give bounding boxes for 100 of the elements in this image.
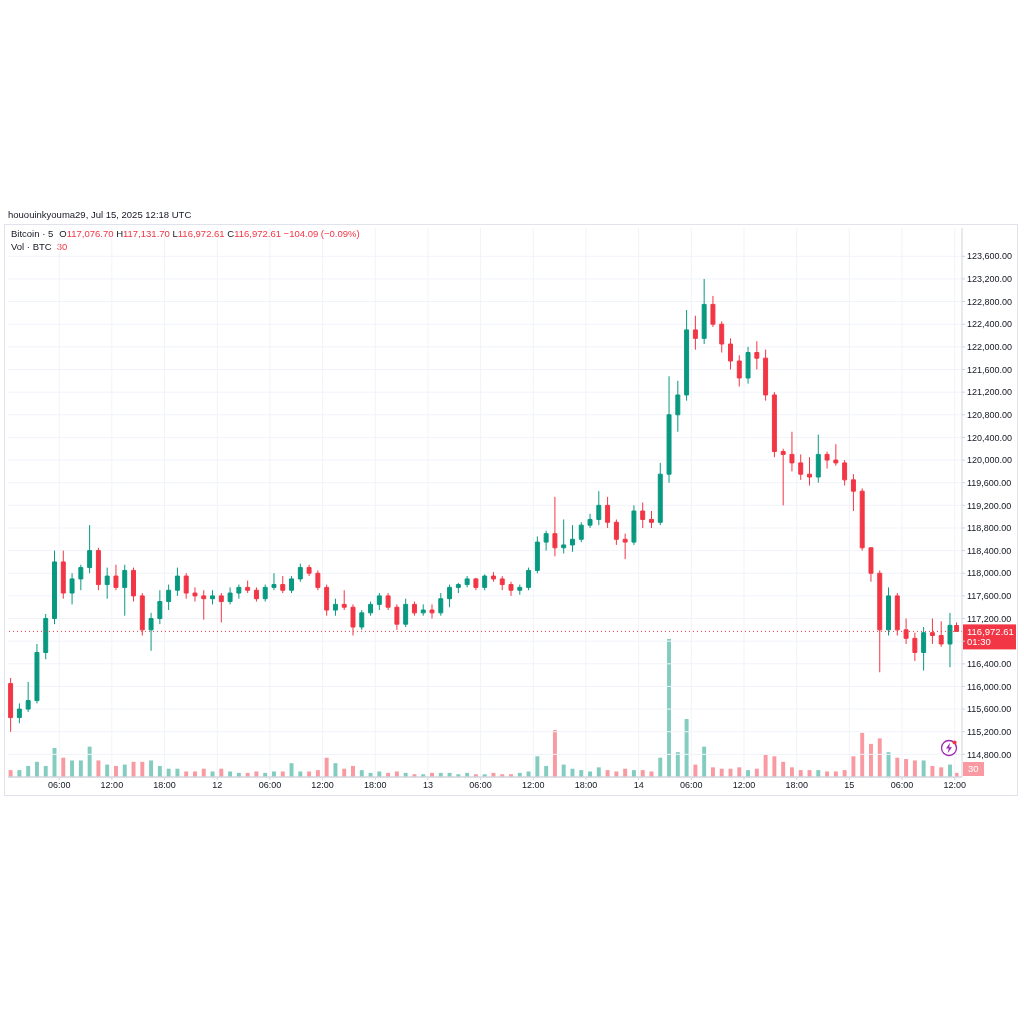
x-tick-label: 15 — [844, 780, 855, 791]
bar — [825, 771, 830, 777]
bar — [904, 759, 909, 777]
candlestick — [289, 575, 295, 594]
candlestick — [157, 589, 163, 625]
y-tick-label: 115,200.00 — [967, 726, 1012, 737]
y-tick-label: 121,200.00 — [967, 387, 1013, 398]
text: hououinkyouma29, Jul 15, 2025 12:18 UTC — [8, 209, 192, 220]
bar — [939, 767, 944, 777]
y-tick-label: 122,800.00 — [967, 296, 1013, 307]
candlestick — [868, 547, 874, 583]
candlestick — [473, 577, 479, 591]
bar — [772, 756, 777, 777]
x-tick-label: 18:00 — [364, 780, 387, 791]
y-tick-label: 122,400.00 — [967, 319, 1013, 330]
candlestick — [113, 564, 119, 591]
candlestick — [798, 453, 804, 481]
candlestick — [218, 592, 224, 623]
candlestick — [526, 567, 532, 591]
bar — [912, 760, 917, 777]
candlestick — [613, 518, 619, 546]
candlestick — [859, 487, 865, 552]
bar — [737, 767, 742, 777]
candlestick — [947, 612, 953, 668]
bar — [394, 771, 399, 777]
candlestick — [587, 513, 593, 529]
candlestick — [280, 575, 286, 594]
chart-title: Bitcoin · 5 — [11, 228, 54, 239]
bar — [193, 771, 197, 777]
bar — [34, 761, 39, 777]
ref-line-label: 116,972.61 — [967, 625, 1014, 637]
candlestick — [25, 681, 31, 713]
bar — [307, 771, 312, 777]
bar — [781, 761, 786, 777]
candlestick — [306, 564, 312, 577]
bar — [26, 765, 31, 777]
bar — [684, 719, 689, 777]
bar — [877, 738, 882, 777]
bar — [70, 760, 75, 777]
candlestick — [710, 295, 716, 328]
x-tick-label: 12:00 — [311, 780, 334, 791]
text: 30 — [968, 763, 979, 774]
candlestick — [754, 340, 760, 370]
y-tick-label: 114,800.00 — [967, 749, 1012, 760]
candlestick — [912, 632, 918, 662]
bar — [96, 760, 101, 777]
bar — [298, 771, 303, 777]
candlestick — [368, 601, 374, 617]
candlestick — [508, 581, 514, 597]
candlestick — [324, 584, 330, 617]
candlestick — [95, 547, 101, 591]
candlestick — [640, 502, 646, 529]
candlestick — [122, 564, 128, 617]
bar — [552, 730, 557, 777]
bar — [210, 771, 215, 777]
candlestick — [517, 584, 523, 596]
candlestick — [429, 603, 435, 620]
candlestick — [341, 589, 347, 611]
candlestick — [87, 524, 93, 574]
candlestick — [174, 567, 180, 597]
bar — [324, 757, 329, 777]
bar — [860, 732, 865, 777]
candlestick — [719, 320, 725, 354]
x-tick-label: 06:00 — [469, 780, 492, 791]
candlestick — [842, 459, 848, 487]
candlestick — [52, 550, 57, 625]
bar — [122, 764, 127, 777]
candlestick — [447, 584, 453, 608]
candlestick — [499, 575, 505, 591]
text: 30 — [56, 241, 68, 252]
candlestick — [227, 586, 233, 605]
bar — [377, 771, 382, 777]
chart-subtitle: O117,076.70 H117,131.70 L116,972.61 C116,972.61 −104.09 (−0.09%) — [59, 228, 360, 239]
bar — [61, 757, 66, 777]
bar — [868, 743, 873, 777]
bar — [43, 765, 48, 777]
y-tick-label: 119,600.00 — [967, 477, 1012, 488]
candlestick — [236, 584, 242, 600]
bar — [658, 757, 663, 777]
candlestick — [16, 702, 22, 724]
bar — [675, 752, 680, 777]
candlestick — [631, 504, 637, 546]
candlestick — [385, 592, 391, 611]
candlestick — [771, 391, 777, 458]
candlestick — [675, 380, 681, 433]
candlestick — [824, 451, 830, 470]
candlestick — [886, 586, 891, 637]
bar — [561, 764, 566, 777]
bar — [333, 763, 338, 777]
x-tick-label: 12:00 — [943, 780, 966, 791]
bar — [833, 771, 838, 777]
candlestick — [411, 601, 417, 617]
chart-title: Vol · BTC — [11, 241, 52, 252]
candlestick — [701, 278, 707, 345]
x-tick-label: 14 — [633, 780, 644, 791]
y-tick-label: 118,400.00 — [967, 545, 1012, 556]
candlestick — [201, 589, 207, 621]
bar — [588, 771, 593, 777]
candlestick — [192, 586, 198, 603]
candlestick — [438, 592, 444, 617]
